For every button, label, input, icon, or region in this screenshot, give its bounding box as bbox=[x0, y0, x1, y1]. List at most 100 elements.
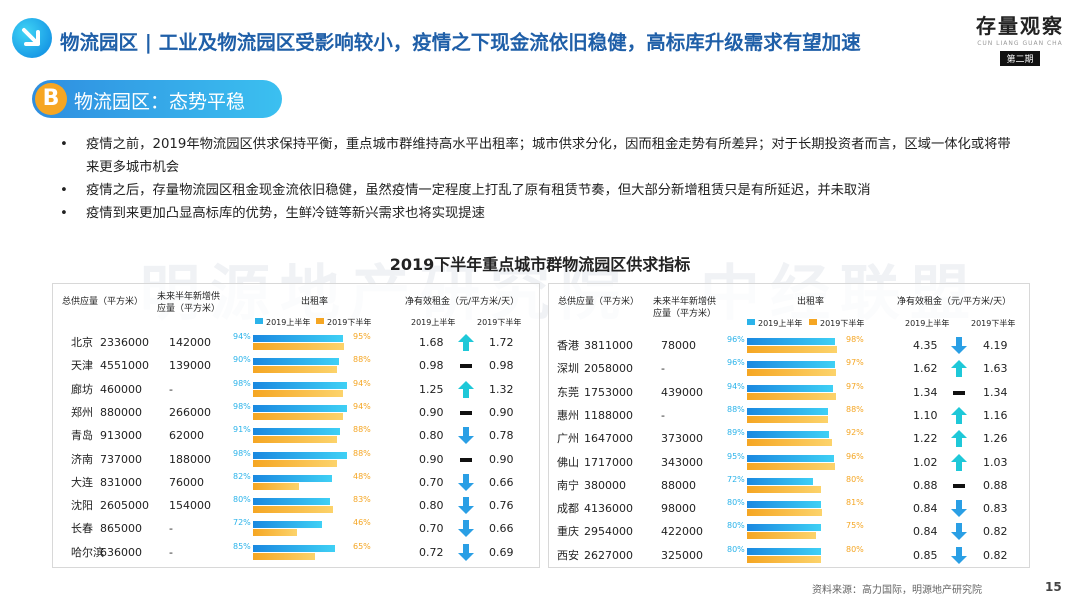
table-row: 廊坊 460000 - 98% 94% 1.25 1.32 bbox=[53, 378, 539, 401]
bullet-item: 疫情到来更加凸显高标库的优势，生鲜冷链等新兴需求也将实现提速 bbox=[60, 202, 1020, 225]
header-rent: 净有效租金（元/平方米/天） bbox=[897, 297, 1012, 307]
section-letter: B bbox=[35, 83, 67, 115]
new-supply-cell: - bbox=[661, 408, 665, 422]
occupancy-h1-label: 89% bbox=[727, 428, 745, 438]
rent-header-h1: 2019上半年 bbox=[411, 318, 456, 327]
header-new-supply-1: 未来半年新增供 bbox=[157, 292, 221, 302]
occupancy-h2-label: 75% bbox=[846, 521, 864, 531]
page-header: 物流园区 | 工业及物流园区受影响较小，疫情之下现金流依旧稳健，高标库升级需求有… bbox=[0, 0, 1080, 80]
occupancy-h2-label: 95% bbox=[353, 332, 371, 341]
occupancy-h1-bar bbox=[253, 474, 332, 482]
rent-h1-cell: 0.85 bbox=[913, 548, 938, 562]
legend-h2: 2019下半年 bbox=[316, 317, 371, 328]
occupancy-h1-label: 88% bbox=[727, 404, 745, 414]
occupancy-h2-label: 96% bbox=[846, 451, 864, 461]
occupancy-h2-label: 97% bbox=[846, 358, 864, 368]
section-badge: B 物流园区：态势平稳 bbox=[32, 80, 282, 118]
occupancy-h1-bar bbox=[747, 547, 821, 555]
city-cell: 深圳 bbox=[557, 362, 579, 376]
table-row: 深圳 2058000 - 96% 97% 1.62 1.63 bbox=[549, 357, 1029, 380]
occupancy-h1-label: 80% bbox=[727, 544, 745, 554]
legend-h1: 2019上半年 bbox=[255, 317, 310, 328]
occupancy-h2-bar bbox=[253, 389, 344, 397]
occupancy-h2-label: 94% bbox=[353, 401, 371, 411]
city-cell: 青岛 bbox=[71, 429, 93, 443]
arrow-up-icon bbox=[458, 334, 474, 351]
rent-h1-cell: 1.34 bbox=[913, 385, 938, 399]
rent-h1-cell: 0.90 bbox=[419, 405, 444, 419]
occupancy-h2-label: 80% bbox=[846, 474, 864, 484]
occupancy-h2-bar bbox=[253, 343, 345, 350]
table-row: 重庆 2954000 422000 80% 75% 0.84 0.82 bbox=[549, 520, 1029, 543]
supply-cell: 1753000 bbox=[584, 385, 633, 399]
new-supply-cell: 142000 bbox=[169, 336, 211, 349]
supply-cell: 1647000 bbox=[584, 432, 633, 446]
table-row: 郑州 880000 266000 98% 94% 0.90 0.90 bbox=[53, 401, 539, 424]
table-row: 天津 4551000 139000 90% 88% 0.98 0.98 bbox=[53, 354, 539, 377]
occupancy-h1-label: 82% bbox=[233, 471, 251, 481]
rent-h2-cell: 1.63 bbox=[983, 362, 1008, 376]
supply-cell: 1717000 bbox=[584, 455, 633, 469]
table-title: 2019下半年重点城市群物流园区供求指标 bbox=[389, 255, 691, 274]
table-row: 哈尔滨 636000 - 85% 65% 0.72 0.69 bbox=[53, 541, 539, 564]
arrow-down-icon bbox=[951, 523, 967, 541]
table-row: 长春 865000 - 72% 46% 0.70 0.66 bbox=[53, 517, 539, 540]
legend-h2: 2019下半年 bbox=[809, 318, 864, 329]
rent-h1-cell: 0.70 bbox=[419, 522, 444, 536]
new-supply-cell: 88000 bbox=[661, 478, 696, 492]
occupancy-h1-label: 80% bbox=[727, 498, 745, 508]
arrow-down-right-icon bbox=[12, 18, 52, 58]
table-row: 西安 2627000 325000 80% 80% 0.85 0.82 bbox=[549, 544, 1029, 567]
new-supply-cell: - bbox=[661, 362, 665, 376]
occupancy-h2-bar bbox=[747, 346, 838, 353]
occupancy-h2-label: 83% bbox=[353, 495, 371, 505]
occupancy-h1-bar bbox=[747, 361, 836, 369]
city-cell: 广州 bbox=[557, 432, 579, 446]
rent-h1-cell: 1.22 bbox=[913, 432, 938, 446]
occupancy-h1-bar bbox=[747, 407, 828, 415]
rent-h1-cell: 0.70 bbox=[419, 475, 444, 489]
new-supply-cell: 78000 bbox=[661, 339, 696, 352]
occupancy-h2-label: 88% bbox=[353, 425, 371, 435]
new-supply-cell: 439000 bbox=[661, 385, 703, 399]
rent-h1-cell: 1.10 bbox=[913, 408, 938, 422]
flat-dash-icon bbox=[953, 483, 965, 488]
table-row: 大连 831000 76000 82% 48% 0.70 0.66 bbox=[53, 471, 539, 494]
header-supply: 总供应量（平方米） bbox=[558, 297, 640, 307]
bullet-item: 疫情之后，存量物流园区租金现金流依旧稳健，虽然疫情一定程度上打乱了原有租赁节奏，… bbox=[60, 179, 1020, 202]
city-cell: 廊坊 bbox=[71, 382, 93, 396]
occupancy-h1-bar bbox=[253, 451, 348, 459]
rent-h1-cell: 1.62 bbox=[913, 362, 938, 376]
new-supply-cell: 139000 bbox=[169, 359, 211, 373]
new-supply-cell: 76000 bbox=[169, 475, 204, 489]
rent-h1-cell: 1.02 bbox=[913, 455, 938, 469]
city-cell: 东莞 bbox=[557, 385, 579, 399]
city-cell: 天津 bbox=[71, 359, 93, 373]
occupancy-h2-bar bbox=[253, 529, 298, 537]
table-row: 北京 2336000 142000 94% 95% 1.68 1.72 bbox=[53, 331, 539, 354]
new-supply-cell: - bbox=[169, 545, 173, 559]
occupancy-h2-label: 48% bbox=[353, 471, 371, 481]
header-occupancy: 出租率 bbox=[301, 297, 329, 307]
rent-h1-cell: 0.84 bbox=[913, 525, 938, 539]
supply-cell: 380000 bbox=[584, 478, 626, 492]
arrow-down-icon bbox=[458, 427, 474, 445]
header-new-supply-2: 应量（平方米） bbox=[157, 304, 221, 314]
rent-h1-cell: 0.88 bbox=[913, 478, 938, 492]
occupancy-h2-label: 92% bbox=[846, 428, 864, 438]
city-cell: 郑州 bbox=[71, 405, 93, 419]
occupancy-h1-label: 91% bbox=[233, 425, 251, 435]
rent-header-h2: 2019下半年 bbox=[477, 318, 522, 327]
rent-h2-cell: 0.90 bbox=[489, 405, 514, 419]
city-cell: 长春 bbox=[71, 522, 93, 536]
new-supply-cell: 154000 bbox=[169, 499, 211, 513]
rent-h1-cell: 0.72 bbox=[419, 545, 444, 559]
occupancy-h1-label: 94% bbox=[727, 381, 745, 391]
occupancy-h1-label: 98% bbox=[233, 378, 251, 388]
rent-h2-cell: 0.98 bbox=[489, 359, 514, 373]
supply-cell: 2058000 bbox=[584, 362, 633, 376]
occupancy-h1-label: 98% bbox=[233, 448, 251, 458]
city-cell: 重庆 bbox=[557, 525, 579, 539]
occupancy-h1-bar bbox=[253, 521, 323, 529]
table-row: 东莞 1753000 439000 94% 97% 1.34 1.34 bbox=[549, 381, 1029, 404]
